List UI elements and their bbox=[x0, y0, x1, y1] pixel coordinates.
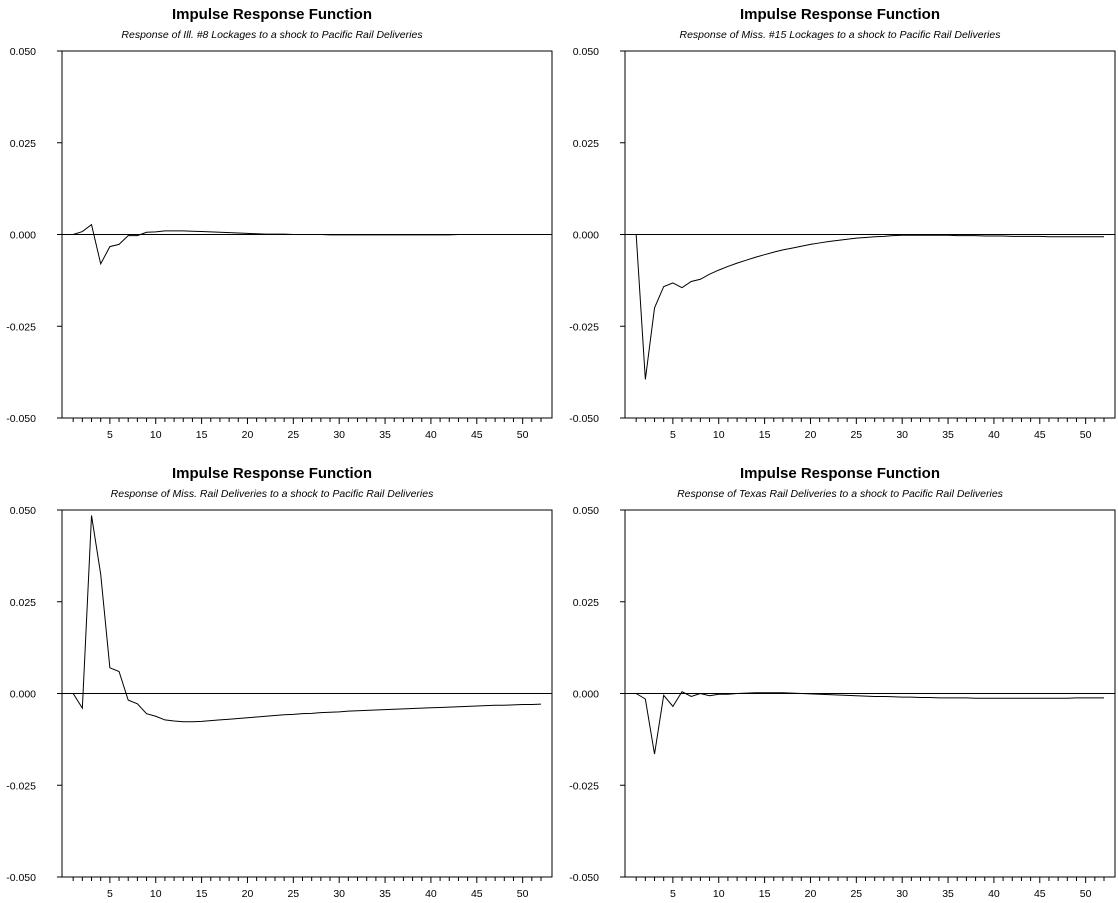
x-tick-label: 20 bbox=[805, 429, 817, 441]
chart-subtitle: Response of Ill. #8 Lockages to a shock … bbox=[121, 29, 423, 41]
y-tick-label: 0.000 bbox=[573, 230, 599, 242]
x-tick-label: 35 bbox=[379, 888, 391, 900]
x-tick-label: 35 bbox=[942, 429, 954, 441]
irf-panel-3: Impulse Response Function Response of Mis… bbox=[6, 465, 553, 900]
y-tick-label: -0.025 bbox=[569, 321, 599, 333]
x-tick-label: 20 bbox=[242, 888, 254, 900]
y-tick-label: 0.000 bbox=[10, 689, 36, 701]
x-tick-label: 35 bbox=[379, 429, 391, 441]
x-tick-label: 40 bbox=[425, 429, 437, 441]
x-tick-label: 35 bbox=[942, 888, 954, 900]
y-tick-label: 0.050 bbox=[10, 505, 36, 517]
x-tick-label: 50 bbox=[1080, 888, 1092, 900]
x-tick-label: 5 bbox=[670, 429, 676, 441]
x-tick-label: 25 bbox=[850, 429, 862, 441]
y-tick-label: -0.025 bbox=[6, 321, 36, 333]
x-tick-label: 15 bbox=[759, 429, 771, 441]
y-tick-label: 0.000 bbox=[573, 689, 599, 701]
response-line bbox=[72, 515, 542, 723]
y-tick-label: -0.025 bbox=[6, 780, 36, 792]
irf-panel-4: Impulse Response Function Response of Tex… bbox=[569, 465, 1116, 900]
x-tick-label: 25 bbox=[287, 429, 299, 441]
x-tick-label: 10 bbox=[150, 888, 162, 900]
x-tick-label: 45 bbox=[1034, 888, 1046, 900]
x-tick-label: 25 bbox=[287, 888, 299, 900]
x-tick-label: 15 bbox=[759, 888, 771, 900]
chart-title: Impulse Response Function bbox=[172, 6, 372, 23]
x-tick-label: 40 bbox=[425, 888, 437, 900]
response-line bbox=[635, 234, 1104, 380]
x-tick-label: 30 bbox=[333, 429, 345, 441]
y-tick-label: 0.050 bbox=[573, 505, 599, 517]
x-tick-label: 50 bbox=[517, 429, 529, 441]
y-tick-label: -0.050 bbox=[6, 413, 36, 425]
y-tick-label: 0.000 bbox=[10, 230, 36, 242]
y-tick-label: 0.050 bbox=[10, 46, 36, 58]
x-tick-label: 30 bbox=[333, 888, 345, 900]
x-tick-label: 50 bbox=[1080, 429, 1092, 441]
x-tick-label: 40 bbox=[988, 429, 1000, 441]
x-tick-label: 5 bbox=[670, 888, 676, 900]
x-tick-label: 5 bbox=[107, 429, 113, 441]
x-tick-label: 10 bbox=[713, 429, 725, 441]
chart-subtitle: Response of Miss. Rail Deliveries to a s… bbox=[111, 488, 434, 500]
irf-panel-1: Impulse Response Function Response of Ill… bbox=[6, 6, 553, 441]
x-tick-label: 50 bbox=[517, 888, 529, 900]
y-tick-label: -0.050 bbox=[6, 872, 36, 884]
x-tick-label: 30 bbox=[896, 429, 908, 441]
x-tick-label: 20 bbox=[242, 429, 254, 441]
irf-panel-2: Impulse Response Function Response of Mis… bbox=[569, 6, 1116, 441]
x-tick-label: 15 bbox=[196, 888, 208, 900]
x-tick-label: 10 bbox=[713, 888, 725, 900]
chart-subtitle: Response of Miss. #15 Lockages to a shoc… bbox=[680, 29, 1002, 41]
response-line bbox=[73, 223, 541, 266]
chart-subtitle: Response of Texas Rail Deliveries to a s… bbox=[677, 488, 1004, 500]
x-tick-label: 45 bbox=[1034, 429, 1046, 441]
response-line bbox=[635, 691, 1104, 755]
y-tick-label: 0.050 bbox=[573, 46, 599, 58]
y-tick-label: 0.025 bbox=[10, 138, 36, 150]
y-tick-label: -0.050 bbox=[569, 413, 599, 425]
chart-title: Impulse Response Function bbox=[172, 465, 372, 482]
y-tick-label: 0.025 bbox=[573, 597, 599, 609]
x-tick-label: 40 bbox=[988, 888, 1000, 900]
y-tick-label: 0.025 bbox=[573, 138, 599, 150]
y-tick-label: -0.050 bbox=[569, 872, 599, 884]
x-tick-label: 20 bbox=[805, 888, 817, 900]
x-tick-label: 10 bbox=[150, 429, 162, 441]
x-tick-label: 45 bbox=[471, 888, 483, 900]
x-tick-label: 45 bbox=[471, 429, 483, 441]
chart-title: Impulse Response Function bbox=[740, 6, 940, 23]
y-tick-label: 0.025 bbox=[10, 597, 36, 609]
x-tick-label: 5 bbox=[107, 888, 113, 900]
x-tick-label: 15 bbox=[196, 429, 208, 441]
chart-title: Impulse Response Function bbox=[740, 465, 940, 482]
y-tick-label: -0.025 bbox=[569, 780, 599, 792]
x-tick-label: 25 bbox=[850, 888, 862, 900]
x-tick-label: 30 bbox=[896, 888, 908, 900]
